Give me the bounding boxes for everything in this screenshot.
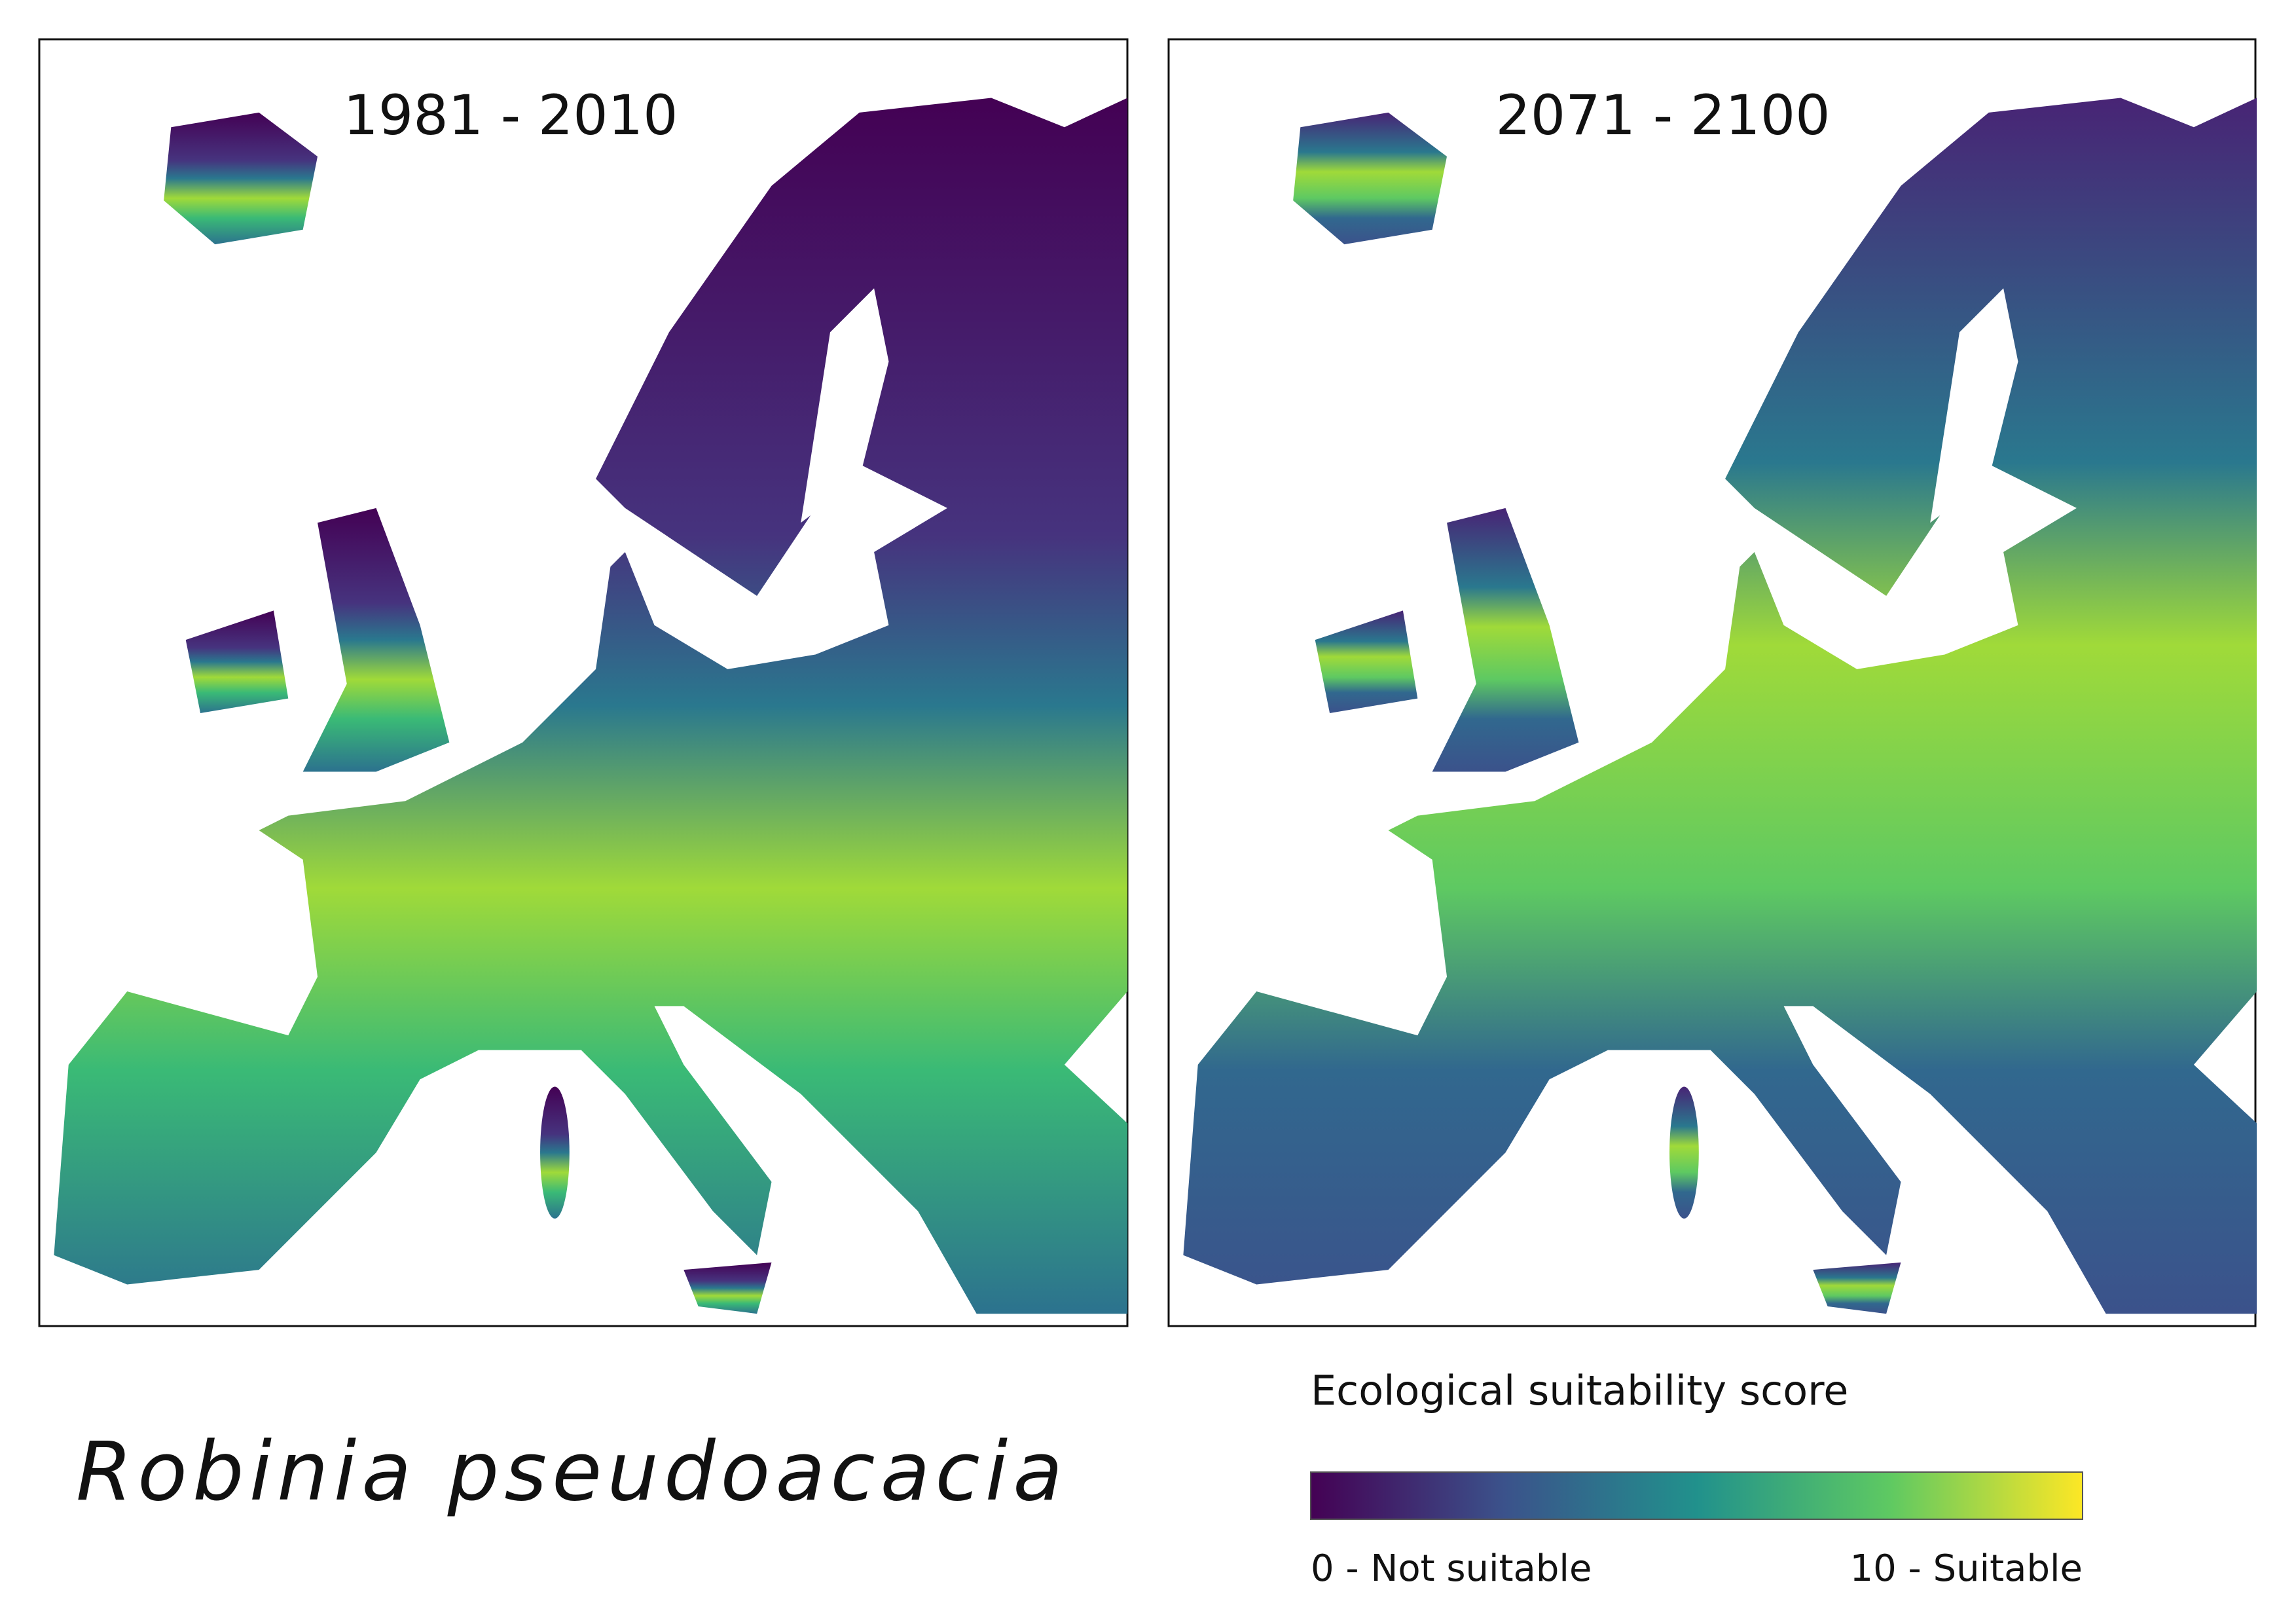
legend-max-label: 10 - Suitable bbox=[1850, 1547, 2083, 1590]
sea bbox=[801, 288, 889, 523]
panel-title: 1981 - 2010 bbox=[343, 83, 678, 147]
sea bbox=[1930, 288, 2018, 523]
colorbar bbox=[1310, 1471, 2083, 1520]
legend-min-label: 0 - Not suitable bbox=[1311, 1547, 1592, 1590]
panel-title: 2071 - 2100 bbox=[1495, 83, 1830, 147]
legend-title: Ecological suitability score bbox=[1311, 1367, 1848, 1414]
species-name: Robinia pseudoacacia bbox=[76, 1425, 1068, 1519]
